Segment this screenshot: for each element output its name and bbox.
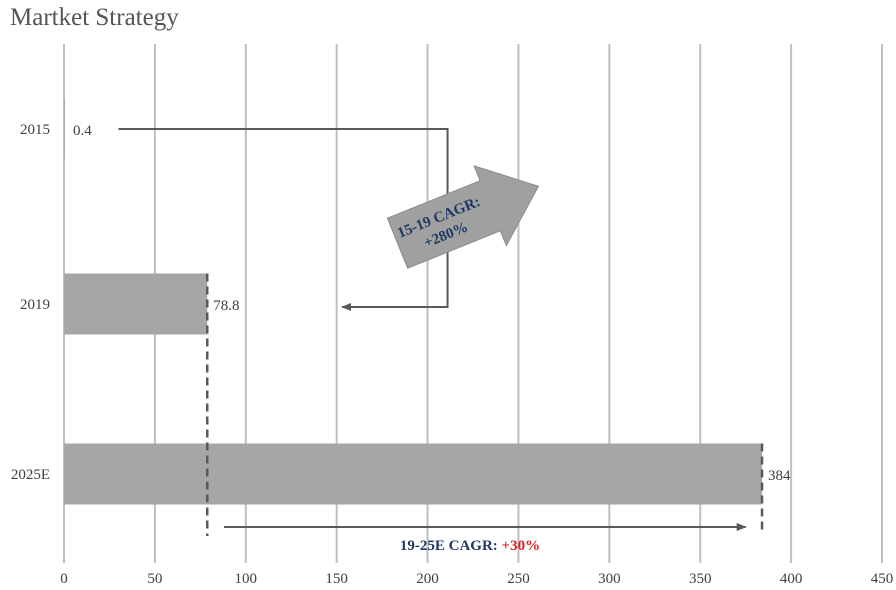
cagr-19-25e-value: +30% [502,538,541,554]
cagr-19-25e-text: 19-25E CAGR: [400,538,502,554]
data-label-2025E: 384 [768,468,791,484]
category-label-2019: 2019 [20,297,50,313]
bar-2019 [64,273,208,335]
bar-2025E [64,443,763,505]
x-tick-label-0: 0 [60,571,68,587]
block-arrow-shape [386,165,540,269]
cagr-block-arrow: 15-19 CAGR:+280% [386,165,540,269]
x-tick-label-150: 150 [325,571,348,587]
x-tick-label-450: 450 [871,571,894,587]
category-label-2015: 2015 [20,122,50,138]
chart-title: Martket Strategy [10,4,179,31]
x-tick-label-250: 250 [507,571,530,587]
cagr-19-25e-label: 19-25E CAGR: +30% [400,538,540,554]
x-tick-label-100: 100 [235,571,258,587]
category-label-2025E: 2025E [11,467,50,483]
bar-2015 [64,98,65,160]
x-tick-label-200: 200 [416,571,439,587]
x-tick-label-400: 400 [780,571,803,587]
x-tick-label-300: 300 [598,571,621,587]
x-tick-label-350: 350 [689,571,712,587]
data-label-2015: 0.4 [73,123,92,139]
data-label-2019: 78.8 [213,298,239,314]
x-tick-label-50: 50 [147,571,162,587]
